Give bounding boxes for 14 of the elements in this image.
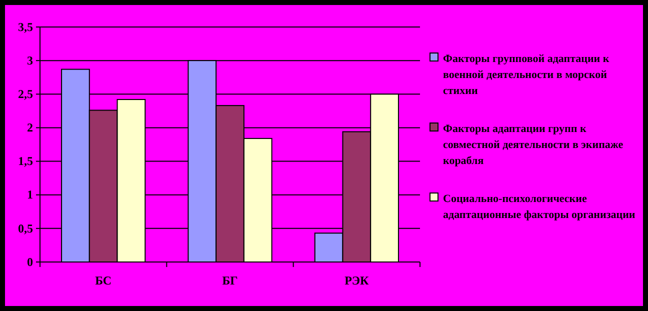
y-tick-label: 3,5 <box>18 20 33 34</box>
legend-label: Факторы адаптации групп к совместной деятельности в экипаже корабля <box>443 123 624 167</box>
y-tick-label: 2 <box>27 120 33 135</box>
y-tick-label: 2,5 <box>18 86 33 101</box>
y-tick-label: 3 <box>27 53 33 68</box>
y-tick-label: 0,5 <box>18 221 33 236</box>
y-tick-label: 1 <box>27 188 33 202</box>
legend-label: Социально-психологические адаптационные факторы организации <box>443 193 636 221</box>
x-tick-label: РЭК <box>344 274 370 288</box>
y-tick-label: 0 <box>27 254 33 269</box>
x-tick-label: БС <box>95 274 112 288</box>
legend-label: Факторы групповой адаптации к военной деятельности в морской стихии <box>443 53 610 97</box>
y-tick-label: 1,5 <box>18 154 33 168</box>
x-tick-label: БГ <box>222 274 238 288</box>
